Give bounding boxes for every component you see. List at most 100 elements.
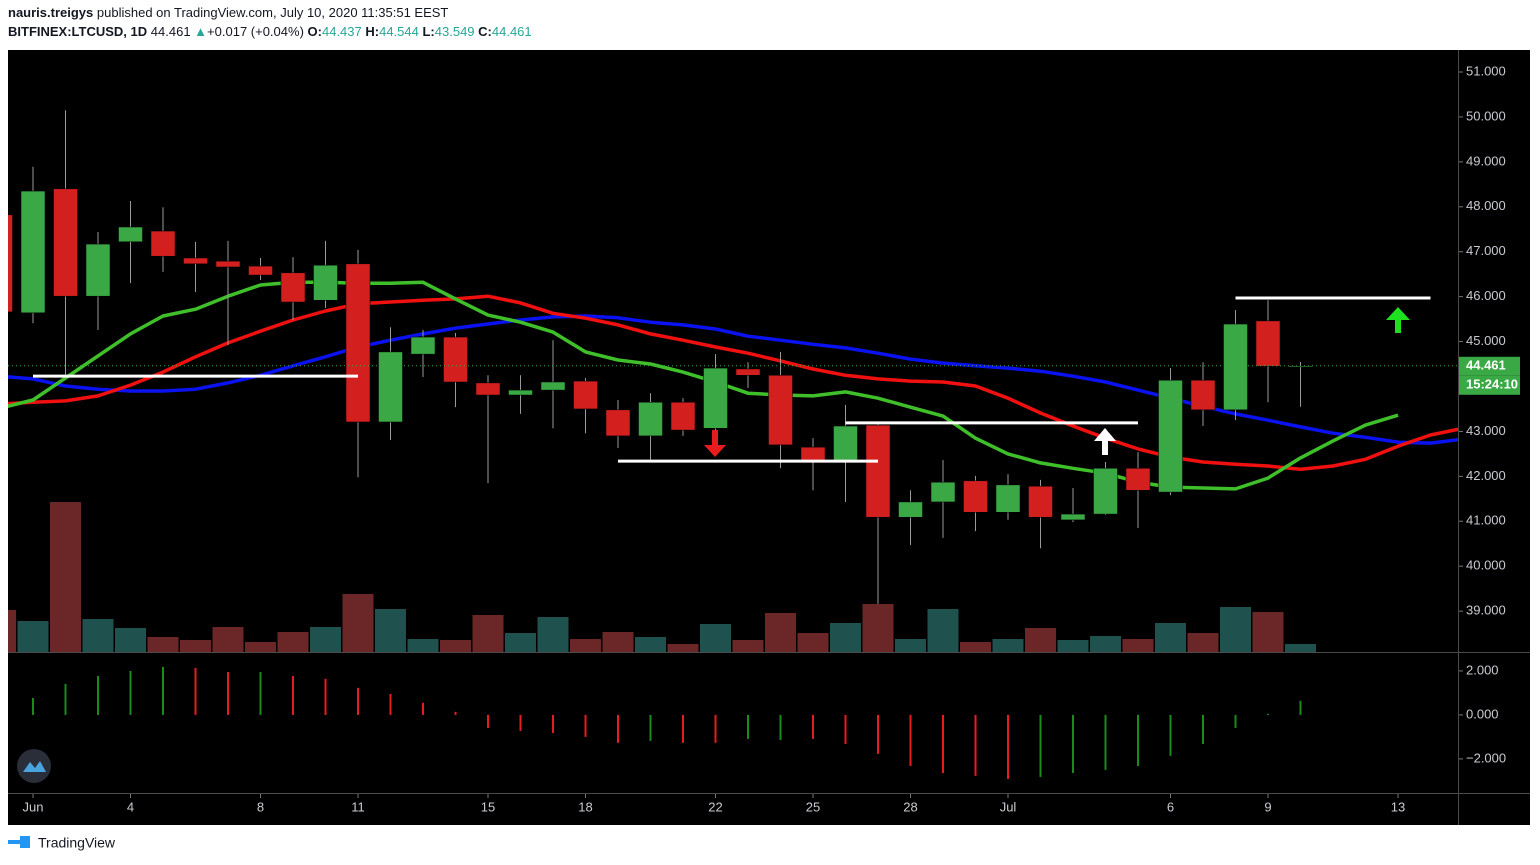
volume-bar bbox=[1187, 633, 1219, 652]
last: 44.461 bbox=[151, 24, 191, 39]
y-tick-label: 49.000 bbox=[1466, 153, 1506, 168]
y-tick-label: 48.000 bbox=[1466, 198, 1506, 213]
o: 44.437 bbox=[322, 24, 362, 39]
candle-body bbox=[768, 375, 793, 446]
x-tick-label: 22 bbox=[708, 799, 722, 814]
volume-bar bbox=[1252, 612, 1284, 652]
candle-body bbox=[800, 446, 826, 461]
candle-body bbox=[8, 214, 13, 313]
volume-bar bbox=[277, 632, 309, 652]
candle-body bbox=[930, 481, 956, 503]
candle-body bbox=[735, 368, 761, 376]
volume-bar bbox=[1122, 639, 1154, 652]
volume-bar bbox=[245, 642, 276, 652]
osc-tick-label: 2.000 bbox=[1466, 662, 1499, 677]
moving-average bbox=[8, 314, 1458, 445]
candle-body bbox=[1190, 379, 1216, 411]
level-layer bbox=[8, 296, 1458, 463]
volume-bar bbox=[830, 623, 861, 652]
brand[interactable]: TradingView bbox=[38, 835, 116, 851]
volume-bar bbox=[375, 609, 406, 652]
x-tick-label: 9 bbox=[1264, 799, 1271, 814]
candle-body bbox=[703, 367, 728, 429]
x-tick-label: 8 bbox=[257, 799, 264, 814]
candle-body bbox=[215, 260, 241, 268]
arrow: ▲ bbox=[194, 24, 207, 39]
x-tick-label: 13 bbox=[1391, 799, 1405, 814]
moving-average bbox=[8, 294, 1458, 471]
volume-bar bbox=[992, 639, 1024, 652]
candle-body bbox=[85, 243, 111, 297]
candle-body bbox=[865, 424, 891, 518]
candle-body bbox=[1093, 468, 1118, 515]
volume-bar bbox=[732, 640, 764, 652]
symbol-line: BITFINEX:LTCUSD, 1D 44.461 ▲+0.017 (+0.0… bbox=[8, 24, 532, 39]
logo-button[interactable] bbox=[17, 749, 51, 783]
y-tick-label: 40.000 bbox=[1466, 558, 1506, 573]
volume-bar bbox=[1220, 607, 1251, 652]
brand-icon bbox=[8, 836, 30, 848]
volume-bar bbox=[797, 633, 829, 652]
y-tick-label: 47.000 bbox=[1466, 243, 1506, 258]
volume-bar bbox=[635, 637, 666, 652]
y-tick-label: 51.000 bbox=[1466, 63, 1506, 78]
countdown-label: 15:24:10 bbox=[1466, 377, 1518, 392]
volume-bar bbox=[147, 637, 179, 652]
volume-bar bbox=[927, 609, 959, 652]
candle-body bbox=[605, 409, 631, 437]
y-tick-label: 41.000 bbox=[1466, 513, 1506, 528]
x-tick-label: 11 bbox=[351, 799, 365, 814]
up-arrow bbox=[1386, 307, 1410, 333]
x-tick-label: 25 bbox=[806, 799, 820, 814]
candle-body bbox=[1158, 379, 1183, 493]
candle-body bbox=[118, 226, 143, 243]
y-tick-label: 50.000 bbox=[1466, 108, 1506, 123]
y-tick-label: 46.000 bbox=[1466, 288, 1506, 303]
volume-bar bbox=[1285, 644, 1316, 652]
volume-bar bbox=[1025, 628, 1056, 652]
volume-bar bbox=[1057, 640, 1089, 652]
candle-body bbox=[833, 425, 858, 461]
y-tick-label: 39.000 bbox=[1466, 603, 1506, 618]
candle-body bbox=[183, 257, 208, 265]
volume-bar bbox=[602, 632, 634, 652]
candle-body bbox=[20, 190, 46, 314]
header-line: nauris.treigys published on TradingView.… bbox=[8, 5, 448, 20]
candle-body bbox=[963, 480, 988, 513]
volume-bar bbox=[50, 502, 81, 652]
candle-body bbox=[475, 382, 501, 396]
published: published on TradingView.com, July 10, 2… bbox=[97, 5, 449, 20]
candle-body bbox=[313, 264, 338, 301]
x-tick-label: Jul bbox=[1000, 799, 1017, 814]
candle-body bbox=[280, 272, 306, 303]
last-price-label: 44.461 bbox=[1466, 358, 1506, 373]
c: 44.461 bbox=[492, 24, 532, 39]
volume-bar bbox=[440, 640, 471, 652]
volume-bar bbox=[1090, 636, 1121, 652]
volume-layer bbox=[8, 502, 1316, 652]
down-arrow bbox=[704, 430, 726, 457]
x-tick-label: 4 bbox=[127, 799, 134, 814]
volume-bar bbox=[895, 639, 926, 652]
candle-body bbox=[345, 263, 371, 423]
x-tick-label: Jun bbox=[23, 799, 44, 814]
candle-body bbox=[443, 336, 468, 383]
logo-icon bbox=[23, 761, 46, 772]
h: 44.544 bbox=[379, 24, 419, 39]
y-tick-label: 42.000 bbox=[1466, 468, 1506, 483]
osc-tick-label: −2.000 bbox=[1466, 750, 1506, 765]
author[interactable]: nauris.treigys bbox=[8, 5, 93, 20]
candle-body bbox=[53, 188, 78, 297]
candle-body bbox=[1255, 320, 1281, 367]
candle-body bbox=[378, 351, 403, 423]
candle-body bbox=[150, 230, 176, 257]
volume-bar bbox=[180, 640, 211, 652]
volume-bar bbox=[700, 624, 731, 652]
candle-body bbox=[1223, 323, 1248, 411]
osc-tick-label: 0.000 bbox=[1466, 706, 1499, 721]
candle-body bbox=[573, 380, 598, 410]
candle-layer bbox=[8, 110, 1313, 604]
volume-bar bbox=[505, 633, 536, 652]
l-label: L: bbox=[422, 24, 434, 39]
